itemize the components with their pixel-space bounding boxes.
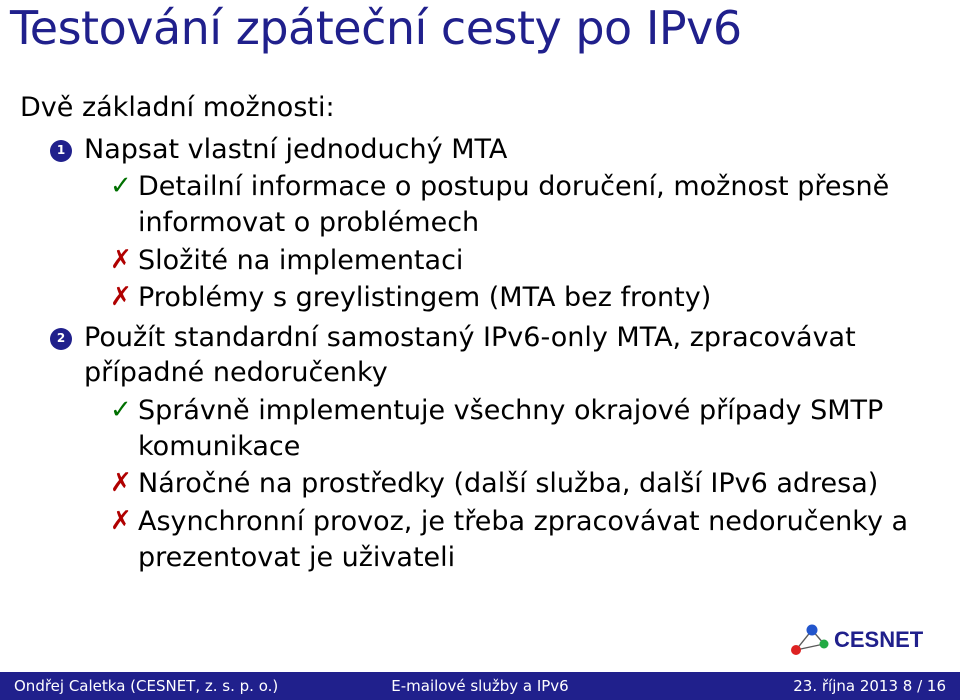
footer-title: E-mailové služby a IPv6 xyxy=(325,677,636,695)
item-text: Použít standardní samostaný IPv6-only MT… xyxy=(84,320,940,391)
sub-item: Náročné na prostředky (další služba, dal… xyxy=(110,466,940,502)
footer-bar: Ondřej Caletka (CESNET, z. s. p. o.) E-m… xyxy=(0,672,960,700)
cesnet-logo: CESNET xyxy=(788,616,938,660)
sub-item: Složité na implementaci xyxy=(110,243,940,279)
sub-text: Správně implementuje všechny okrajové př… xyxy=(138,393,940,464)
list-item: 1 Napsat vlastní jednoduchý MTA xyxy=(50,132,940,168)
sub-item: Detailní informace o postupu doručení, m… xyxy=(110,169,940,240)
body-heading: Dvě základní možnosti: xyxy=(20,90,940,126)
logo-graphic-icon xyxy=(791,625,829,656)
footer-author: Ondřej Caletka (CESNET, z. s. p. o.) xyxy=(14,677,325,695)
sub-item: Problémy s greylistingem (MTA bez fronty… xyxy=(110,280,940,316)
slide-body: Dvě základní možnosti: 1 Napsat vlastní … xyxy=(20,90,940,575)
cross-icon xyxy=(110,243,138,278)
check-icon xyxy=(110,169,138,204)
sub-text: Složité na implementaci xyxy=(138,243,940,279)
cross-icon xyxy=(110,466,138,501)
sub-text: Detailní informace o postupu doručení, m… xyxy=(138,169,940,240)
item-number-badge: 1 xyxy=(50,140,72,162)
footer-date-page: 23. října 2013 8 / 16 xyxy=(635,677,946,695)
cross-icon xyxy=(110,504,138,539)
sub-text: Náročné na prostředky (další služba, dal… xyxy=(138,466,940,502)
list-item: 2 Použít standardní samostaný IPv6-only … xyxy=(50,320,940,391)
check-icon xyxy=(110,393,138,428)
logo-text: CESNET xyxy=(834,627,924,652)
item-text: Napsat vlastní jednoduchý MTA xyxy=(84,132,940,168)
sub-item: Správně implementuje všechny okrajové př… xyxy=(110,393,940,464)
sub-item: Asynchronní provoz, je třeba zpracovávat… xyxy=(110,504,940,575)
slide: Testování zpáteční cesty po IPv6 Dvě zák… xyxy=(0,0,960,700)
cross-icon xyxy=(110,280,138,315)
slide-title: Testování zpáteční cesty po IPv6 xyxy=(10,4,742,52)
sub-text: Problémy s greylistingem (MTA bez fronty… xyxy=(138,280,940,316)
item-number-badge: 2 xyxy=(50,328,72,350)
sub-text: Asynchronní provoz, je třeba zpracovávat… xyxy=(138,504,940,575)
